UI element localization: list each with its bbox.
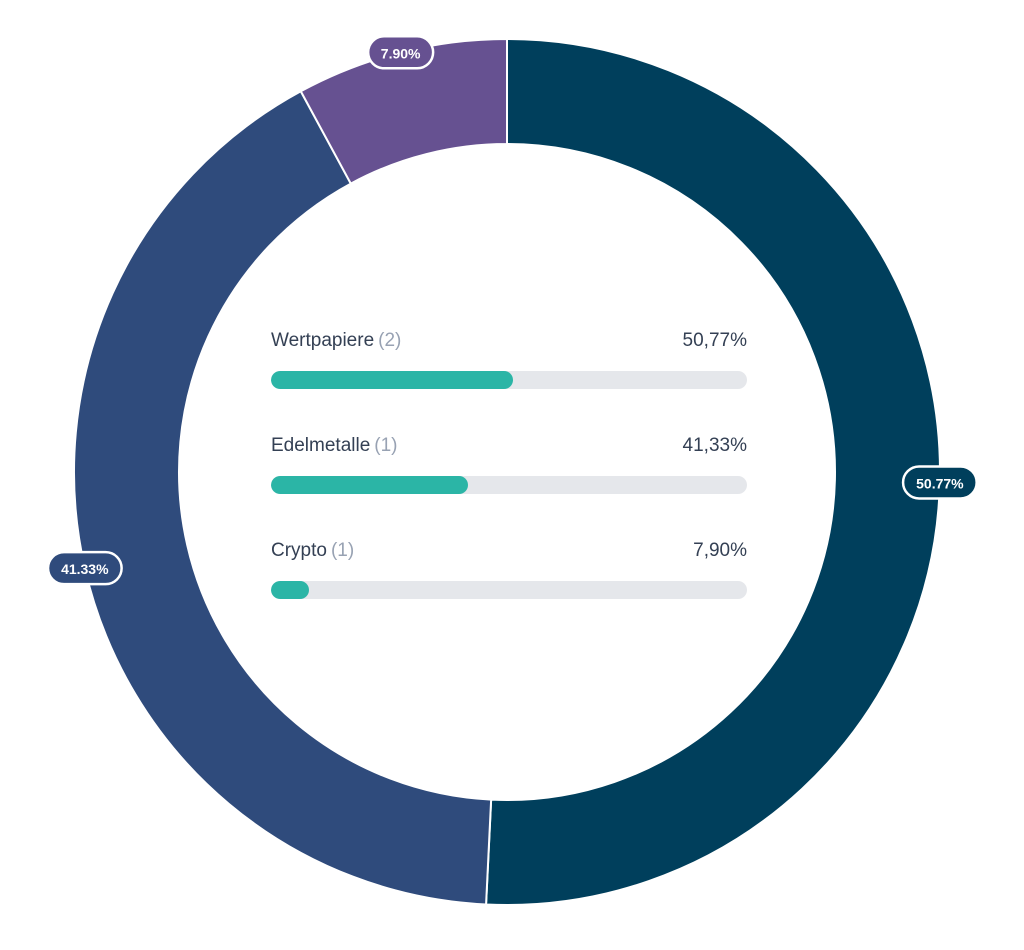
slice-label-wertpapiere: 50.77%: [901, 465, 978, 500]
legend-percent: 50,77%: [682, 330, 747, 351]
legend-item-wertpapiere: Wertpapiere (2) 50,77%: [271, 330, 747, 389]
slice-label-text: 50.77%: [916, 475, 964, 491]
progress-track: [271, 371, 747, 389]
legend-percent: 41,33%: [682, 435, 747, 456]
legend-count: (2): [378, 330, 402, 351]
legend-count: (1): [374, 435, 398, 456]
legend-name: Wertpapiere: [271, 330, 375, 351]
progress-fill: [271, 476, 468, 494]
slice-label-edelmetalle: 41.33%: [46, 550, 123, 586]
legend-item-crypto: Crypto (1) 7,90%: [271, 540, 747, 599]
legend-item-edelmetalle: Edelmetalle (1) 41,33%: [271, 435, 747, 494]
allocation-legend: Wertpapiere (2) 50,77% Edelmetalle (1) 41,…: [271, 330, 747, 645]
slice-label-crypto: 7.90%: [366, 35, 435, 70]
slice-edelmetalle[interactable]: [73, 89, 493, 906]
slice-crypto[interactable]: [299, 37, 508, 185]
legend-name: Crypto: [271, 540, 327, 561]
slice-label-text: 7.90%: [381, 45, 421, 61]
slice-label-badge: [901, 465, 978, 500]
slice-label-text: 41.33%: [61, 561, 109, 577]
progress-fill: [271, 581, 309, 599]
slice-wertpapiere[interactable]: [485, 37, 941, 906]
legend-name: Edelmetalle: [271, 435, 371, 456]
progress-track: [271, 581, 747, 599]
slice-label-badge: [46, 550, 123, 586]
legend-percent: 7,90%: [693, 540, 747, 561]
progress-fill: [271, 371, 513, 389]
slice-label-badge: [366, 35, 435, 70]
progress-track: [271, 476, 747, 494]
legend-count: (1): [330, 540, 355, 561]
